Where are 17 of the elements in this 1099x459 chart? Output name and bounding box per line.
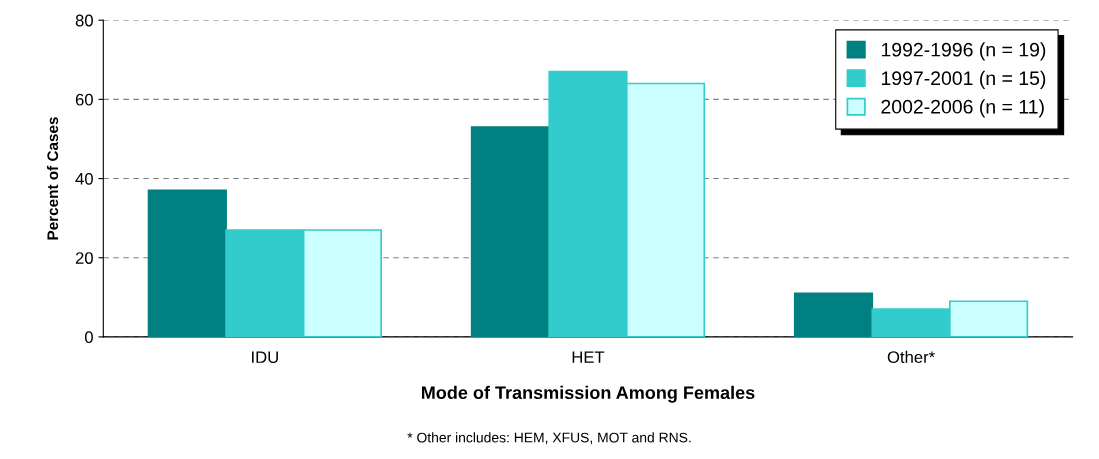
y-tick-label: 40 <box>75 172 93 185</box>
bar <box>470 126 551 337</box>
bar <box>793 292 874 337</box>
legend-label: 1997-2001 (n = 15) <box>881 70 1046 89</box>
y-tick-label: 80 <box>75 14 93 27</box>
legend-label: 1992-1996 (n = 19) <box>881 42 1046 61</box>
text: * Other includes: HEM, XFUS, MOT and RNS. <box>407 432 691 445</box>
x-tick-label: IDU <box>252 351 278 364</box>
y-tick-label: 20 <box>75 252 93 264</box>
x-tick-label: Other* <box>887 350 935 364</box>
x-axis-title: Mode of Transmission Among Females <box>421 385 755 403</box>
x-tick-label: HET <box>572 351 605 363</box>
y-tick-label: 0 <box>84 331 93 344</box>
legend-label: 2002-2006 (n = 11) <box>881 99 1044 118</box>
bar <box>147 189 227 337</box>
y-axis-title: Percent of Cases <box>46 117 59 240</box>
y-tick-label: 60 <box>75 93 93 106</box>
